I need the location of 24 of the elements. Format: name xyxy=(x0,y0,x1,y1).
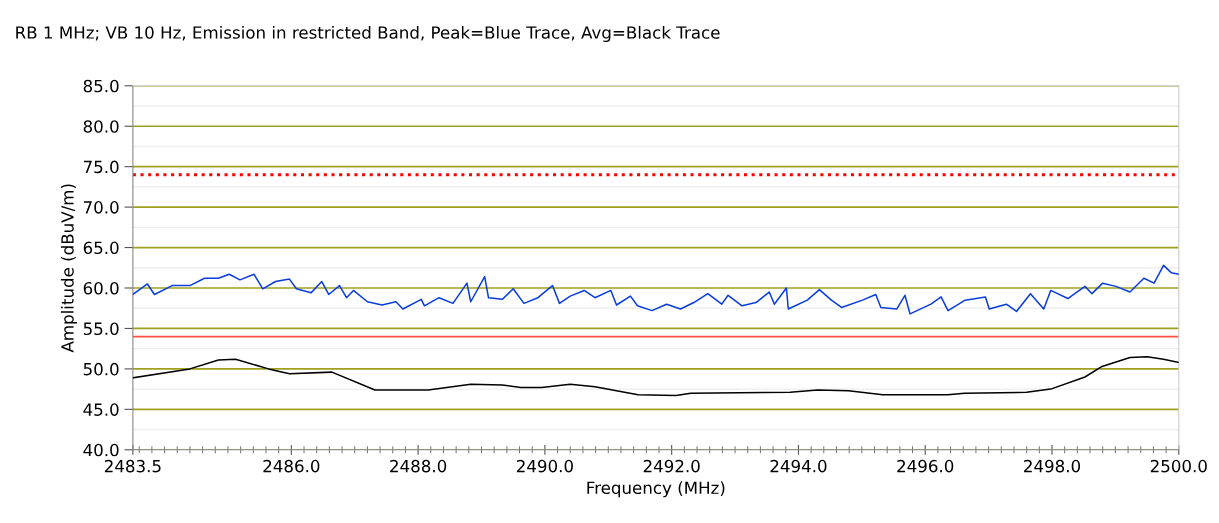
x-axis-title: Frequency (MHz) xyxy=(587,481,725,498)
line-series xyxy=(132,264,1179,315)
x-tick-label: 2492.0 xyxy=(643,459,700,473)
y-axis-title: Amplitude (dBuV/m) xyxy=(60,184,78,353)
line-series xyxy=(132,355,1179,397)
y-tick-label: 80.0 xyxy=(83,120,119,133)
y-tick-label: 85.0 xyxy=(83,79,119,93)
x-tick-label: 2498.0 xyxy=(1024,459,1081,473)
x-tick-label: 2500.0 xyxy=(1150,459,1207,473)
x-tick-label: 2486.0 xyxy=(263,459,320,473)
y-tick-label: 60.0 xyxy=(83,281,119,295)
y-tick-label: 70.0 xyxy=(83,201,119,214)
x-tick-label: 2494.0 xyxy=(770,459,827,473)
y-tick-label: 40.0 xyxy=(83,443,119,457)
y-tick-label: 50.0 xyxy=(83,362,119,376)
y-tick-label: 55.0 xyxy=(83,322,119,336)
y-tick-label: 65.0 xyxy=(83,241,119,255)
x-tick-label: 2496.0 xyxy=(897,459,954,473)
x-tick-label: 2488.0 xyxy=(390,459,447,473)
x-tick-label: 2490.0 xyxy=(516,459,573,473)
y-tick-label: 45.0 xyxy=(83,403,119,416)
y-tick-label: 75.0 xyxy=(83,160,119,174)
chart-title: RB 1 MHz; VB 10 Hz, Emission in restricted Band, Peak=Blue Trace, Avg=Black Trace xyxy=(16,25,720,43)
x-tick-label: 2483.5 xyxy=(104,459,161,473)
